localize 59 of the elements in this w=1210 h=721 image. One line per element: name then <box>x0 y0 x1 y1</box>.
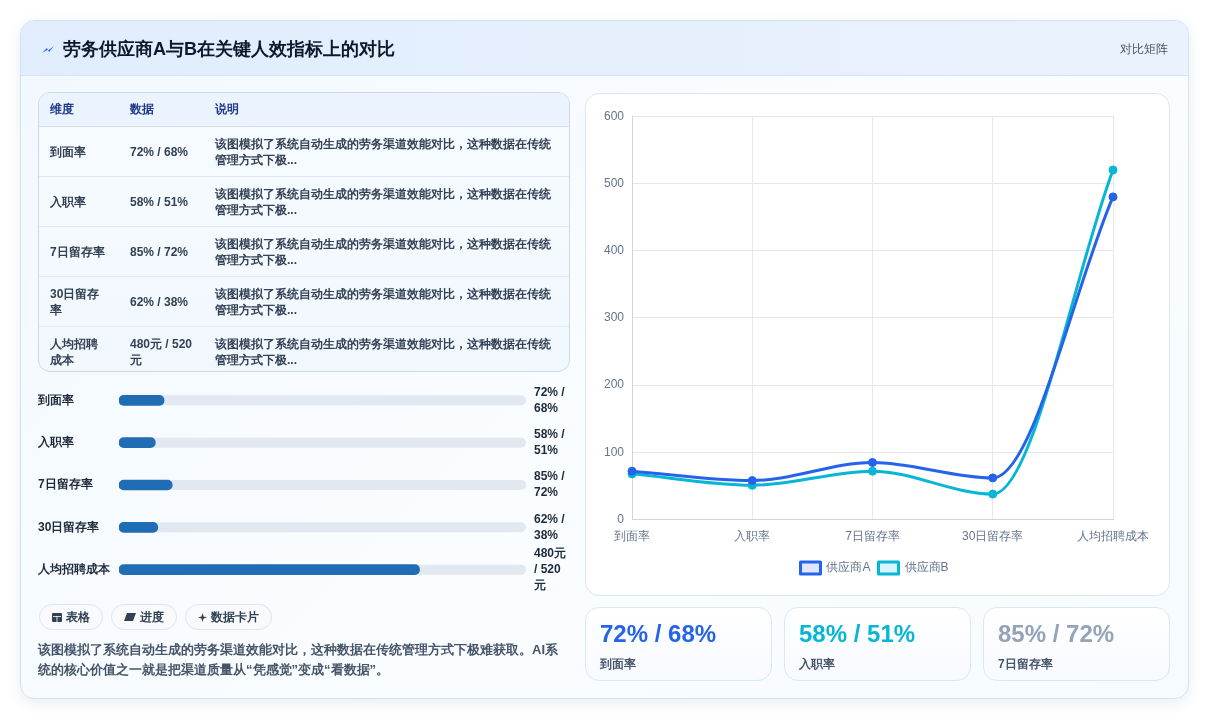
text: 85% / 72% <box>998 620 1115 647</box>
text: 进度 <box>140 608 164 626</box>
bar <box>119 437 156 449</box>
point <box>868 466 878 476</box>
category-label: 数据 <box>119 93 204 127</box>
category-label: 7日留存率 <box>998 656 1054 673</box>
text: 该图模拟了系统自动生成的劳务渠道效能对比，这种数据在传统管理方式下极... <box>215 186 551 217</box>
y-tick-label: 200 <box>603 377 625 392</box>
x-tick-label: 7日留存率 <box>845 529 900 544</box>
category-label: 说明 <box>204 93 569 127</box>
y-tick-label: 人均招聘成本 <box>37 561 111 576</box>
text: 维度 <box>39 93 119 127</box>
y-tick-label: 100 <box>603 444 625 459</box>
text: 劳务供应商A与B在关键人效指标上的对比 <box>63 38 395 61</box>
text: 对比矩阵 <box>1120 41 1168 58</box>
y-tick-label: 400 <box>603 242 625 257</box>
y-tick-label: 入职率 <box>37 434 74 449</box>
text: 该图模拟了系统自动生成的劳务渠道效能对比，这种数据在传统管理方式下极... <box>215 236 551 267</box>
point <box>988 473 998 483</box>
text: 表格 <box>66 608 90 626</box>
text: 58% / 51% <box>799 620 916 647</box>
y-tick-label: 0 <box>617 511 625 526</box>
point <box>1108 192 1118 202</box>
text: 72% / 68% <box>600 620 717 647</box>
text: 该图模拟了系统自动生成的劳务渠道效能对比，这种数据在传统管理方式下极... <box>215 136 551 167</box>
point <box>868 457 878 467</box>
bar <box>119 521 159 533</box>
category-label: 入职率 <box>799 656 836 673</box>
text: 该图模拟了系统自动生成的劳务渠道效能对比，这种数据在传统管理方式下极... <box>215 336 551 367</box>
data-label: 62% / 38% <box>534 511 566 542</box>
text: 72% / 68% <box>130 144 189 159</box>
data-label: 85% / 72% <box>534 469 566 500</box>
text: 85% / 72% <box>130 244 189 259</box>
text: 该图模拟了系统自动生成的劳务渠道效能对比，这种数据在传统管理方式下极... <box>215 286 551 317</box>
point <box>988 489 998 499</box>
point <box>747 476 757 486</box>
data-label: 58% / 51% <box>534 426 566 457</box>
data-label: 480元 / 520元 <box>533 545 567 592</box>
point <box>1108 165 1118 175</box>
text: 480元 / 520元 <box>130 336 193 367</box>
y-tick-label: 600 <box>603 108 625 123</box>
y-tick-label: 500 <box>603 175 625 190</box>
text: 62% / 38% <box>130 294 189 309</box>
text: 数据卡片 <box>211 608 259 626</box>
text: 58% / 51% <box>130 194 189 209</box>
y-tick-label: 300 <box>603 310 625 325</box>
bar <box>119 395 165 406</box>
legend-label: 供应商A <box>826 560 871 575</box>
y-tick-label: 7日留存率 <box>38 477 93 492</box>
x-tick-label: 入职率 <box>734 529 771 544</box>
y-tick-label: 到面率 <box>37 392 74 407</box>
text: 该图模拟了系统自动生成的劳务渠道效能对比，这种数据在传统管理方式下极难获取。AI系统的核心价值之一就是把渠道质量从“凭感觉”变成“看数据”。 <box>38 641 559 679</box>
y-tick-label: 30日留存率 <box>38 519 100 534</box>
x-tick-label: 30日留存率 <box>962 529 1024 544</box>
data-label: 72% / 68% <box>534 384 566 415</box>
bar <box>119 479 173 491</box>
legend-label: 供应商B <box>904 560 949 575</box>
x-tick-label: 到面率 <box>614 529 651 544</box>
x-tick-label: 人均招聘成本 <box>1077 529 1149 544</box>
